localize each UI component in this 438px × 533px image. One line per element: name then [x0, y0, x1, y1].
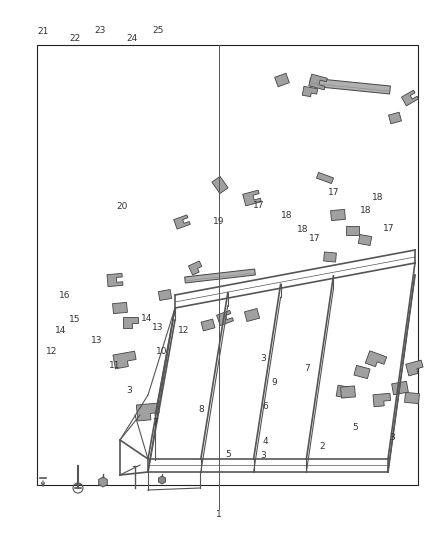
Text: 13: 13 [91, 336, 102, 344]
Polygon shape [406, 360, 423, 376]
Polygon shape [185, 269, 255, 283]
Text: 11: 11 [109, 361, 120, 369]
Text: 10: 10 [156, 348, 168, 356]
Polygon shape [358, 235, 372, 246]
Polygon shape [275, 73, 290, 87]
Text: 21: 21 [37, 28, 49, 36]
Text: 17: 17 [309, 235, 320, 243]
Text: 18: 18 [297, 225, 308, 233]
Text: 18: 18 [372, 193, 383, 201]
Text: 1: 1 [216, 510, 222, 519]
Polygon shape [317, 173, 334, 183]
Text: 14: 14 [55, 326, 66, 335]
Polygon shape [158, 289, 172, 301]
Text: 17: 17 [383, 224, 395, 232]
Text: 9: 9 [271, 378, 277, 387]
Text: 13: 13 [152, 324, 163, 332]
Text: 17: 17 [253, 201, 264, 209]
Polygon shape [107, 273, 123, 287]
Text: 16: 16 [59, 292, 71, 300]
Text: 12: 12 [46, 348, 57, 356]
Polygon shape [201, 319, 215, 331]
Text: 5: 5 [225, 450, 231, 458]
Text: 24: 24 [127, 34, 138, 43]
Text: 12: 12 [178, 326, 190, 335]
Polygon shape [212, 176, 228, 193]
Polygon shape [302, 86, 318, 96]
Polygon shape [324, 252, 336, 262]
Polygon shape [99, 477, 107, 487]
Text: 25: 25 [152, 27, 163, 35]
Polygon shape [354, 365, 370, 378]
Text: 3: 3 [260, 354, 266, 362]
Text: 3: 3 [260, 451, 266, 460]
Polygon shape [159, 476, 166, 484]
Text: 2: 2 [319, 442, 325, 451]
Polygon shape [341, 386, 356, 398]
Text: 8: 8 [198, 405, 205, 414]
Text: 18: 18 [360, 206, 371, 215]
Text: 15: 15 [69, 316, 80, 324]
Polygon shape [346, 225, 358, 235]
Polygon shape [392, 381, 408, 395]
Polygon shape [243, 190, 261, 206]
Text: 18: 18 [281, 212, 293, 220]
Polygon shape [365, 351, 387, 367]
Polygon shape [310, 78, 390, 94]
Polygon shape [405, 392, 420, 403]
Polygon shape [216, 310, 233, 326]
Polygon shape [136, 403, 159, 421]
Polygon shape [244, 309, 260, 321]
Polygon shape [389, 112, 402, 124]
Text: 17: 17 [328, 189, 339, 197]
Text: 20: 20 [116, 203, 127, 211]
Polygon shape [309, 74, 327, 90]
Polygon shape [188, 261, 202, 275]
Polygon shape [174, 215, 190, 229]
Text: 3: 3 [126, 386, 132, 395]
Polygon shape [113, 302, 127, 313]
Polygon shape [373, 393, 391, 407]
Text: 23: 23 [94, 27, 106, 35]
Text: 6: 6 [262, 402, 268, 410]
Text: 22: 22 [70, 34, 81, 43]
Text: 19: 19 [213, 217, 225, 225]
Text: 3: 3 [389, 433, 395, 441]
Polygon shape [123, 317, 138, 327]
Polygon shape [113, 351, 136, 369]
Text: 14: 14 [141, 314, 152, 323]
Text: 7: 7 [152, 418, 159, 427]
Text: 5: 5 [352, 423, 358, 432]
Polygon shape [331, 209, 346, 221]
Polygon shape [402, 90, 419, 106]
Polygon shape [336, 385, 354, 398]
Text: 7: 7 [304, 365, 310, 373]
Bar [37, 45, 418, 485]
Text: 4: 4 [263, 437, 268, 446]
